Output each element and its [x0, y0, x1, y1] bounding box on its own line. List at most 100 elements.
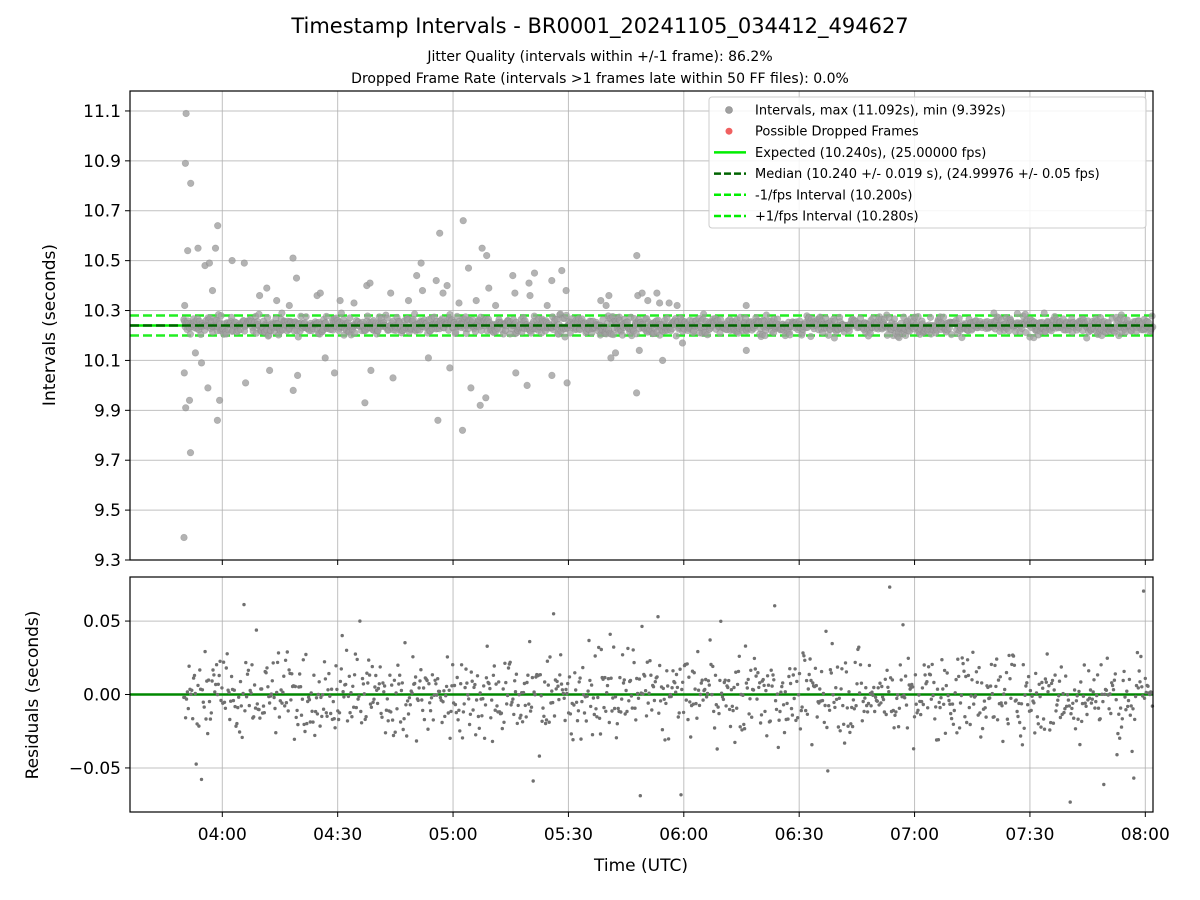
residual-point-830 — [916, 708, 920, 712]
residual-point-844 — [928, 673, 933, 677]
residual-point-482 — [608, 632, 612, 636]
residual-point-326 — [470, 679, 474, 683]
legend-label-3: Median (10.240 +/- 0.019 s), (24.99976 +… — [755, 167, 1100, 182]
residual-point-139 — [305, 721, 309, 726]
residual-point-436 — [567, 675, 572, 679]
interval-outlier-40 — [366, 279, 374, 287]
residual-point-297 — [444, 684, 449, 689]
residual-point-612 — [723, 678, 727, 682]
residual-point-544 — [663, 738, 667, 742]
interval-point-281 — [364, 312, 372, 320]
residual-point-1003 — [1069, 712, 1073, 716]
residual-point-617 — [727, 707, 732, 712]
interval-outlier-90 — [644, 297, 652, 305]
residual-point-453 — [582, 711, 587, 715]
residual-point-48 — [224, 666, 228, 670]
residual-point-323 — [467, 722, 472, 727]
residual-point-1018 — [1082, 663, 1087, 667]
residual-point-146 — [311, 720, 315, 724]
residual-point-742 — [838, 729, 842, 733]
interval-outlier-89 — [638, 289, 646, 297]
interval-outlier-43 — [387, 289, 395, 297]
residual-point-715 — [814, 683, 818, 688]
residual-point-781 — [873, 709, 877, 714]
residual-point-1071 — [1129, 704, 1133, 708]
residual-point-356 — [497, 680, 501, 684]
residual-point-403 — [538, 673, 542, 677]
residual-point-663 — [768, 719, 772, 723]
residual-point-1050 — [1110, 683, 1115, 688]
residual-point-907 — [984, 715, 988, 719]
residual-point-968 — [1038, 694, 1042, 699]
residual-point-494 — [619, 710, 623, 714]
residual-point-518 — [640, 624, 644, 629]
residual-point-642 — [750, 715, 754, 719]
residual-point-673 — [777, 718, 781, 722]
residual-point-539 — [658, 699, 663, 703]
residual-point-754 — [849, 722, 853, 726]
residual-point-984 — [1052, 688, 1056, 692]
residual-point-113 — [282, 674, 286, 678]
residual-point-537 — [657, 711, 661, 715]
interval-point-753 — [672, 332, 680, 340]
residual-point-10 — [191, 717, 195, 721]
residual-point-978 — [1047, 684, 1051, 688]
residual-point-677 — [781, 681, 785, 685]
residual-point-134 — [300, 697, 305, 701]
interval-outlier-44 — [389, 374, 397, 382]
residual-point-641 — [749, 668, 753, 672]
residual-point-809 — [897, 706, 902, 710]
residuals-points — [182, 585, 1155, 804]
residual-point-221 — [377, 682, 381, 686]
residual-point-1060 — [1119, 725, 1124, 729]
residual-point-378 — [516, 703, 520, 708]
residual-point-882 — [962, 669, 966, 673]
residual-point-283 — [432, 693, 436, 697]
residual-point-458 — [587, 638, 591, 643]
residual-point-571 — [687, 675, 691, 679]
residual-point-172 — [334, 664, 338, 668]
residual-point-389 — [526, 673, 530, 677]
residual-point-871 — [952, 708, 956, 713]
residual-point-938 — [1011, 654, 1016, 658]
residual-point-855 — [938, 705, 942, 710]
residual-point-1036 — [1098, 717, 1102, 721]
residual-point-212 — [369, 705, 374, 709]
residual-point-584 — [698, 692, 703, 697]
residual-point-16 — [196, 683, 200, 688]
residual-point-464 — [592, 712, 596, 717]
interval-outlier-8 — [186, 449, 195, 457]
residual-point-895 — [973, 694, 978, 698]
residual-point-244 — [398, 673, 402, 677]
residual-point-890 — [969, 694, 973, 698]
residual-point-916 — [992, 715, 996, 719]
residual-point-803 — [892, 726, 896, 730]
interval-point-353 — [411, 310, 419, 318]
residual-point-1024 — [1087, 696, 1092, 700]
residual-point-279 — [428, 709, 433, 713]
residual-point-384 — [521, 690, 526, 695]
residual-point-310 — [456, 718, 460, 722]
residual-point-490 — [615, 722, 619, 726]
residual-point-675 — [779, 690, 783, 694]
residual-point-955 — [1026, 674, 1031, 679]
residual-point-390 — [527, 702, 531, 706]
residual-point-678 — [781, 703, 786, 707]
interval-point-73 — [228, 313, 236, 322]
residual-point-77 — [250, 663, 254, 667]
residual-point-831 — [917, 693, 921, 697]
interval-outlier-27 — [273, 297, 281, 305]
residual-point-322 — [467, 697, 471, 701]
interval-outlier-84 — [607, 354, 615, 362]
residual-point-569 — [685, 662, 689, 666]
residual-point-353 — [494, 682, 498, 686]
residual-point-396 — [532, 690, 536, 694]
residual-point-147 — [312, 673, 316, 677]
residual-point-572 — [688, 700, 692, 704]
residual-point-170 — [332, 717, 336, 721]
residual-point-306 — [452, 683, 457, 688]
residual-point-484 — [610, 709, 614, 713]
residual-point-208 — [366, 681, 370, 685]
residual-point-94 — [265, 666, 269, 670]
